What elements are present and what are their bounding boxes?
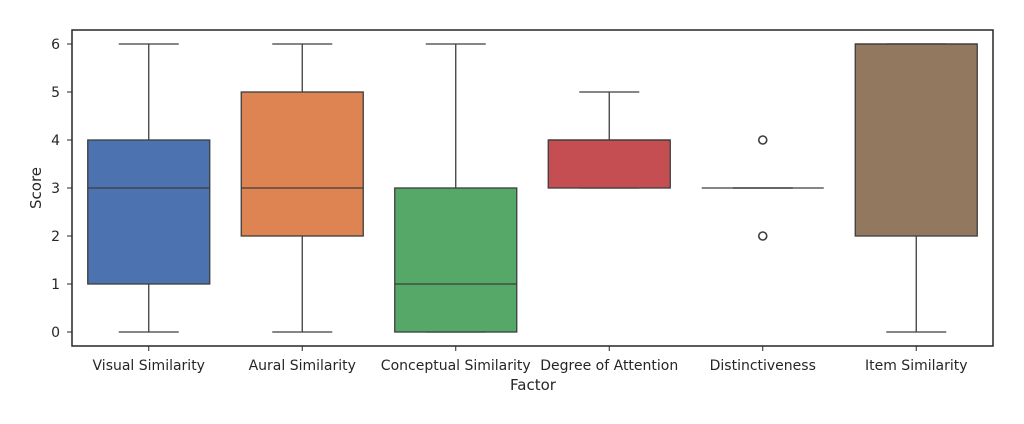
box-aural-similarity (240, 43, 364, 333)
y-axis: 0 1 2 3 4 5 6 (51, 37, 72, 341)
iqr-box (87, 139, 211, 285)
y-tick-label: 2 (51, 229, 60, 245)
y-tick-label: 1 (51, 277, 60, 293)
x-tick-label: Conceptual Similarity (381, 358, 531, 374)
iqr-box (240, 91, 364, 237)
box-conceptual-similarity (394, 43, 518, 333)
outlier-point (757, 135, 768, 145)
box-item-similarity (854, 43, 978, 333)
box-series (87, 43, 978, 333)
x-tick-label: Degree of Attention (540, 358, 678, 374)
iqr-box (547, 139, 671, 189)
x-tick-label: Visual Similarity (93, 358, 205, 374)
box-distinctiveness (701, 135, 824, 241)
y-axis-title: Score (27, 167, 45, 209)
x-tick-label: Aural Similarity (249, 358, 356, 374)
y-tick-label: 0 (51, 325, 60, 341)
box-visual-similarity (87, 43, 211, 333)
iqr-box (394, 187, 518, 333)
box-degree-of-attention (547, 91, 671, 189)
x-axis-title: Factor (510, 376, 557, 394)
plot-area (71, 29, 994, 347)
y-tick-label: 3 (51, 181, 60, 197)
iqr-box (854, 43, 978, 237)
y-tick-label: 6 (51, 37, 60, 53)
x-axis: Visual Similarity Aural Similarity Concept… (93, 346, 968, 374)
x-tick-label: Item Similarity (865, 358, 968, 374)
outlier-point (757, 231, 768, 241)
y-tick-label: 4 (51, 133, 60, 149)
y-tick-label: 5 (51, 85, 60, 101)
x-tick-label: Distinctiveness (710, 358, 816, 374)
